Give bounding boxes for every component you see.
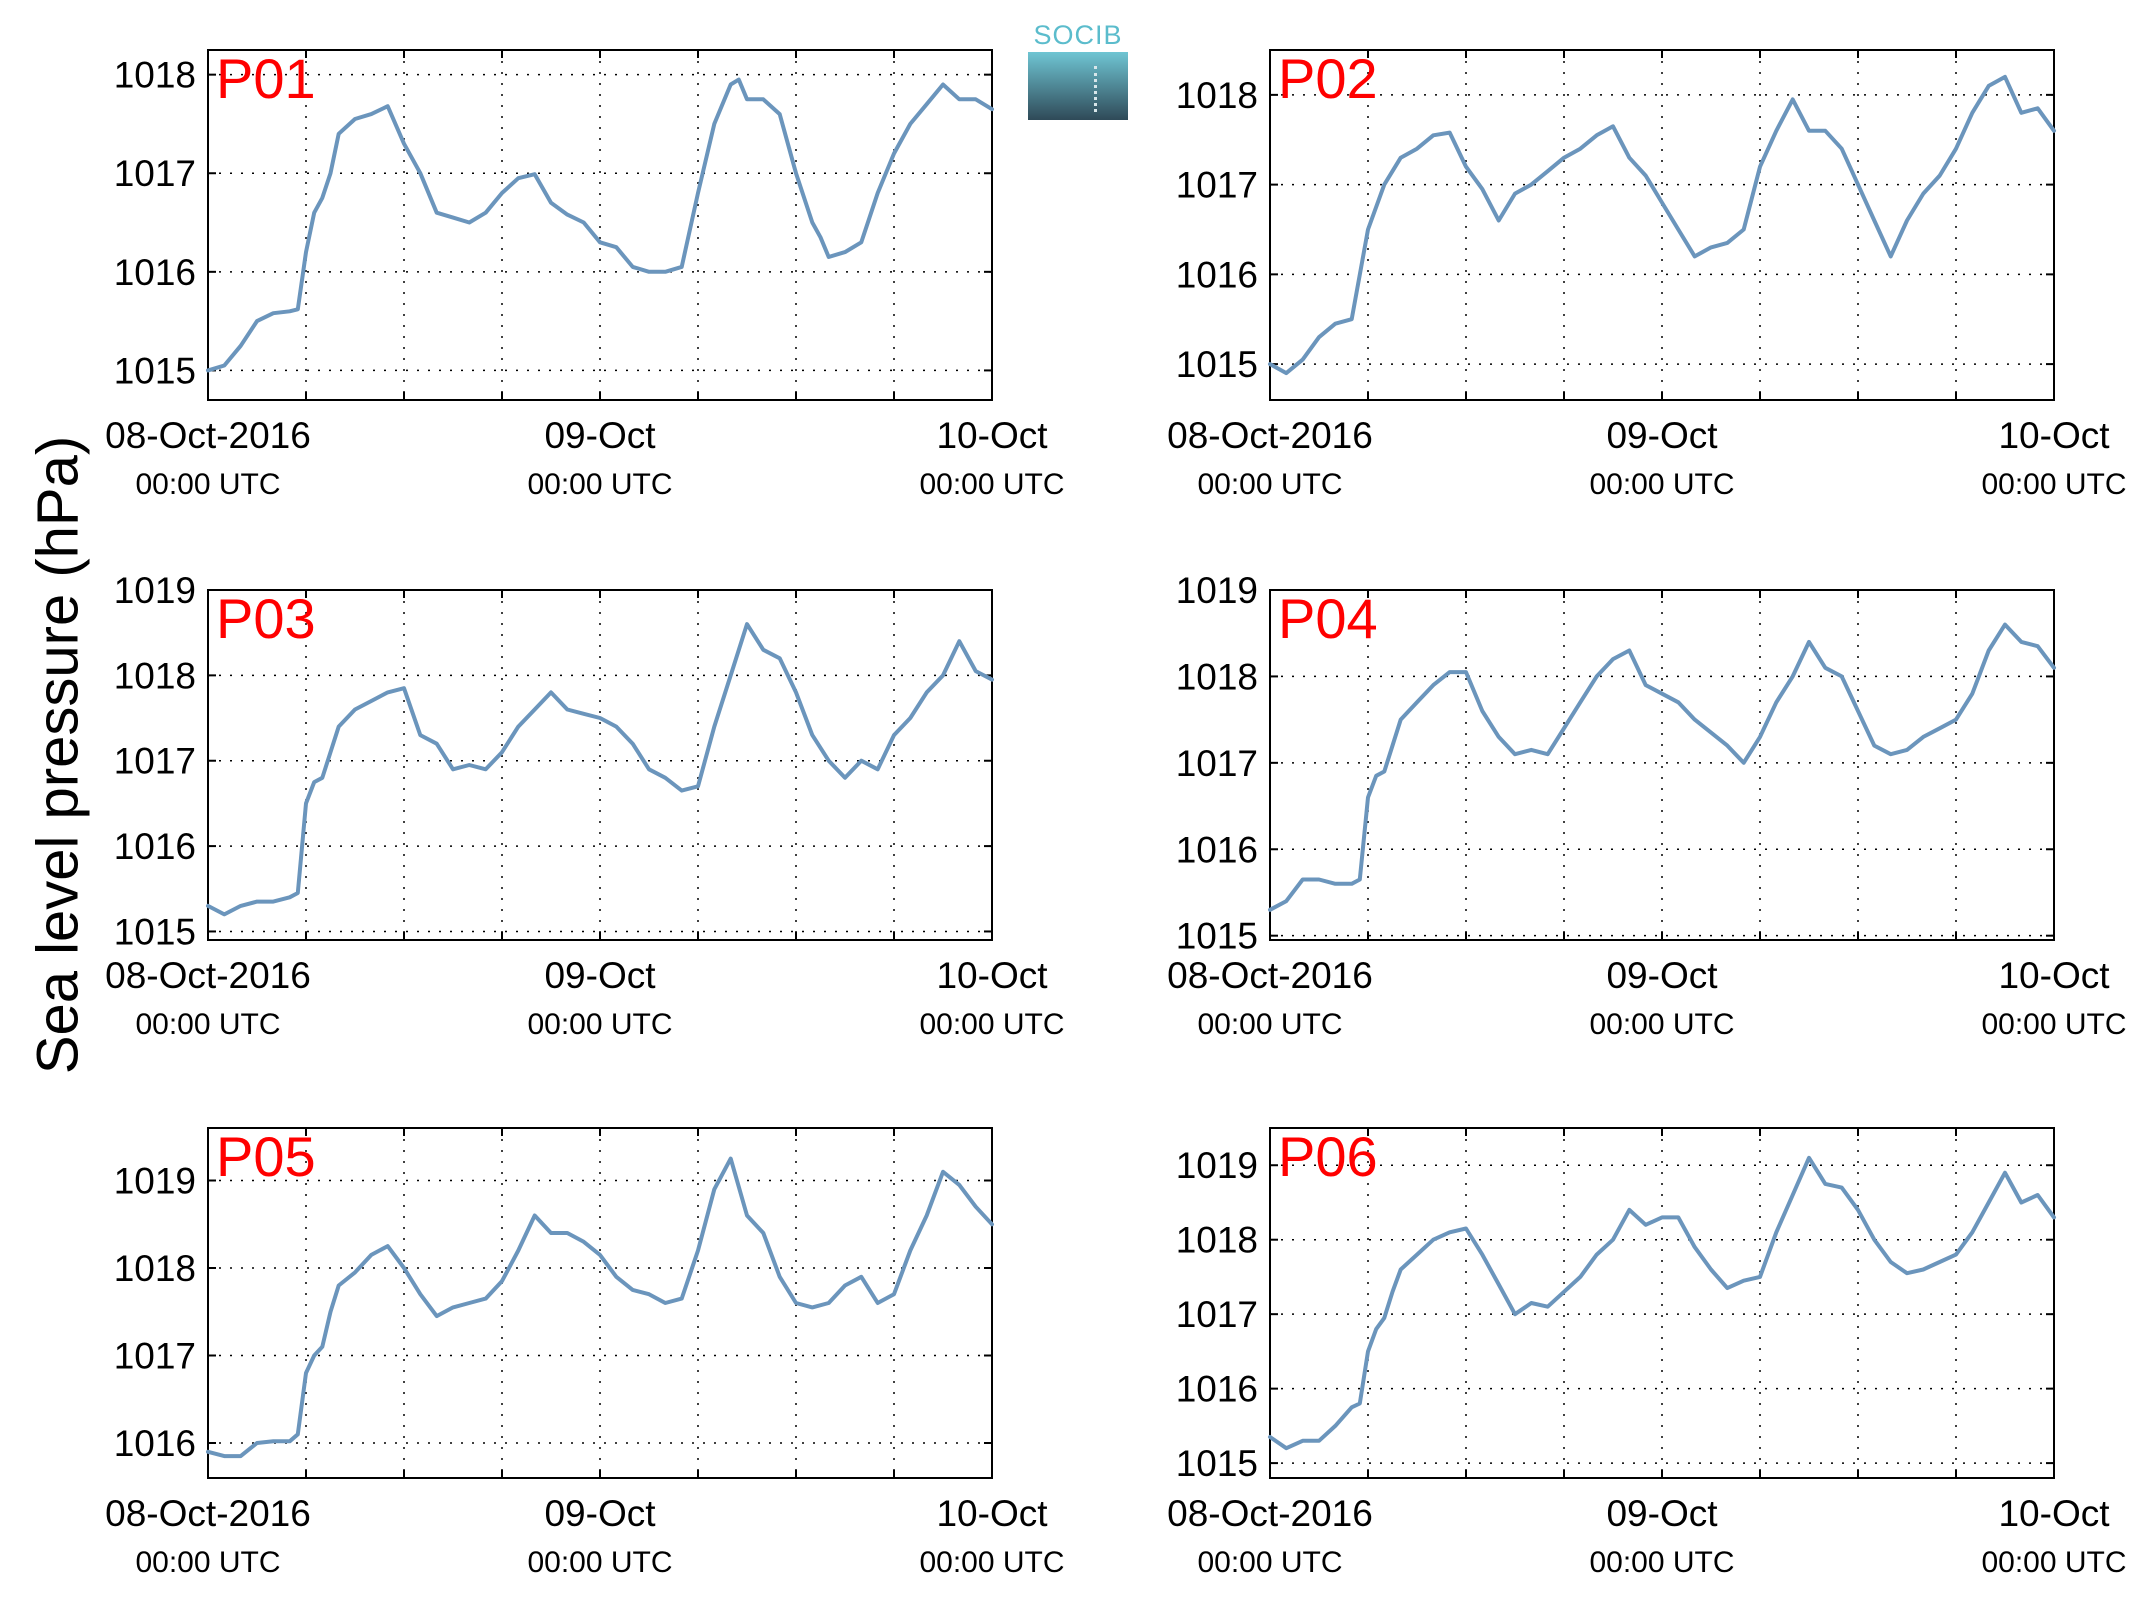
plot-frame — [1269, 49, 2055, 401]
x-tick-label: 09-Oct — [1606, 1493, 1718, 1534]
y-tick-label: 1015 — [1176, 344, 1258, 385]
x-tick-label: 10-Oct — [1998, 955, 2110, 996]
x-tick-sublabel: 00:00 UTC — [1197, 1546, 1342, 1579]
plot-frame — [207, 49, 993, 401]
x-tick-sublabel: 00:00 UTC — [135, 1008, 280, 1041]
x-tick-sublabel: 00:00 UTC — [135, 468, 280, 501]
panel-title: P02 — [1278, 47, 1378, 110]
x-tick-label: 09-Oct — [1606, 955, 1718, 996]
panel-title: P05 — [216, 1125, 316, 1188]
y-tick-label: 1016 — [114, 252, 196, 293]
y-tick-label: 1015 — [114, 911, 196, 952]
y-tick-label: 1016 — [114, 1423, 196, 1464]
logo-icon — [1028, 52, 1128, 120]
socib-logo: SOCIB — [1028, 20, 1128, 120]
x-tick-sublabel: 00:00 UTC — [1589, 1008, 1734, 1041]
plot-frame — [207, 589, 993, 941]
x-tick-sublabel: 00:00 UTC — [1589, 1546, 1734, 1579]
panel-p01: 1015 1016 1017 1018 08-Oct-2016 00:00 UTC 09-O… — [105, 47, 1064, 501]
x-tick-label: 09-Oct — [544, 1493, 656, 1534]
y-tick-label: 1019 — [1176, 570, 1258, 611]
y-tick-label: 1017 — [1176, 743, 1258, 784]
series-line-p04 — [1268, 622, 2056, 912]
y-tick-label: 1017 — [1176, 1294, 1258, 1335]
y-tick-label: 1018 — [1176, 75, 1258, 116]
y-axis-label: Sea level pressure (hPa) — [25, 435, 91, 1075]
plot-frame — [1269, 1127, 2055, 1479]
x-tick-label: 08-Oct-2016 — [105, 415, 311, 456]
y-tick-label: 1018 — [1176, 656, 1258, 697]
x-tick-sublabel: 00:00 UTC — [1981, 1546, 2126, 1579]
x-tick-sublabel: 00:00 UTC — [1981, 468, 2126, 501]
x-tick-label: 08-Oct-2016 — [1167, 1493, 1373, 1534]
x-tick-label: 08-Oct-2016 — [105, 1493, 311, 1534]
x-tick-sublabel: 00:00 UTC — [527, 1008, 672, 1041]
series-line-p03 — [206, 622, 994, 917]
series-line-p01 — [206, 77, 994, 373]
y-tick-label: 1018 — [114, 55, 196, 96]
y-tick-label: 1016 — [1176, 254, 1258, 295]
series-line-p06 — [1268, 1155, 2056, 1451]
x-tick-sublabel: 00:00 UTC — [1197, 1008, 1342, 1041]
x-tick-sublabel: 00:00 UTC — [527, 468, 672, 501]
series-line-p02 — [1268, 74, 2056, 376]
x-tick-label: 09-Oct — [544, 955, 656, 996]
x-tick-label: 09-Oct — [1606, 415, 1718, 456]
y-tick-label: 1019 — [114, 1161, 196, 1202]
panel-p02: 1015 1016 1017 1018 08-Oct-2016 00:00 UTC 09-O… — [1167, 47, 2126, 501]
y-tick-label: 1018 — [114, 655, 196, 696]
y-tick-label: 1017 — [114, 741, 196, 782]
x-tick-label: 10-Oct — [1998, 415, 2110, 456]
panel-p03: 1015 1016 1017 1018 1019 08-Oct-2016 00:00 UTC… — [105, 570, 1064, 1041]
x-tick-label: 10-Oct — [936, 955, 1048, 996]
x-tick-sublabel: 00:00 UTC — [1589, 468, 1734, 501]
x-tick-sublabel: 00:00 UTC — [919, 1008, 1064, 1041]
x-tick-sublabel: 00:00 UTC — [919, 468, 1064, 501]
y-tick-label: 1015 — [1176, 1443, 1258, 1484]
series-line-p05 — [206, 1156, 994, 1459]
logo-text: SOCIB — [1033, 20, 1123, 50]
y-tick-label: 1019 — [1176, 1145, 1258, 1186]
y-tick-label: 1019 — [114, 570, 196, 611]
panel-title: P06 — [1278, 1125, 1378, 1188]
x-tick-label: 10-Oct — [1998, 1493, 2110, 1534]
y-tick-label: 1015 — [114, 350, 196, 391]
panel-title: P04 — [1278, 587, 1378, 650]
x-tick-label: 08-Oct-2016 — [1167, 415, 1373, 456]
plot-frame — [1269, 589, 2055, 941]
y-tick-label: 1016 — [1176, 829, 1258, 870]
panel-title: P03 — [216, 587, 316, 650]
x-tick-label: 08-Oct-2016 — [1167, 955, 1373, 996]
panel-p05: 1016 1017 1018 1019 08-Oct-2016 00:00 UTC 09-O… — [105, 1125, 1064, 1579]
y-tick-label: 1017 — [114, 153, 196, 194]
panel-p04: 1015 1016 1017 1018 1019 08-Oct-2016 00:00 UTC… — [1167, 570, 2126, 1041]
y-tick-label: 1015 — [1176, 916, 1258, 957]
x-tick-sublabel: 00:00 UTC — [1197, 468, 1342, 501]
y-tick-label: 1016 — [1176, 1369, 1258, 1410]
plot-frame — [207, 1127, 993, 1479]
x-tick-sublabel: 00:00 UTC — [135, 1546, 280, 1579]
y-tick-label: 1016 — [114, 826, 196, 867]
y-tick-label: 1017 — [114, 1336, 196, 1377]
y-tick-label: 1017 — [1176, 165, 1258, 206]
x-tick-label: 10-Oct — [936, 415, 1048, 456]
panel-title: P01 — [216, 47, 316, 110]
x-tick-sublabel: 00:00 UTC — [919, 1546, 1064, 1579]
x-tick-label: 09-Oct — [544, 415, 656, 456]
x-tick-label: 10-Oct — [936, 1493, 1048, 1534]
x-tick-label: 08-Oct-2016 — [105, 955, 311, 996]
x-tick-sublabel: 00:00 UTC — [1981, 1008, 2126, 1041]
panel-p06: 1015 1016 1017 1018 1019 08-Oct-2016 00:00 UTC… — [1167, 1125, 2126, 1579]
y-tick-label: 1018 — [114, 1248, 196, 1289]
x-tick-sublabel: 00:00 UTC — [527, 1546, 672, 1579]
y-tick-label: 1018 — [1176, 1220, 1258, 1261]
